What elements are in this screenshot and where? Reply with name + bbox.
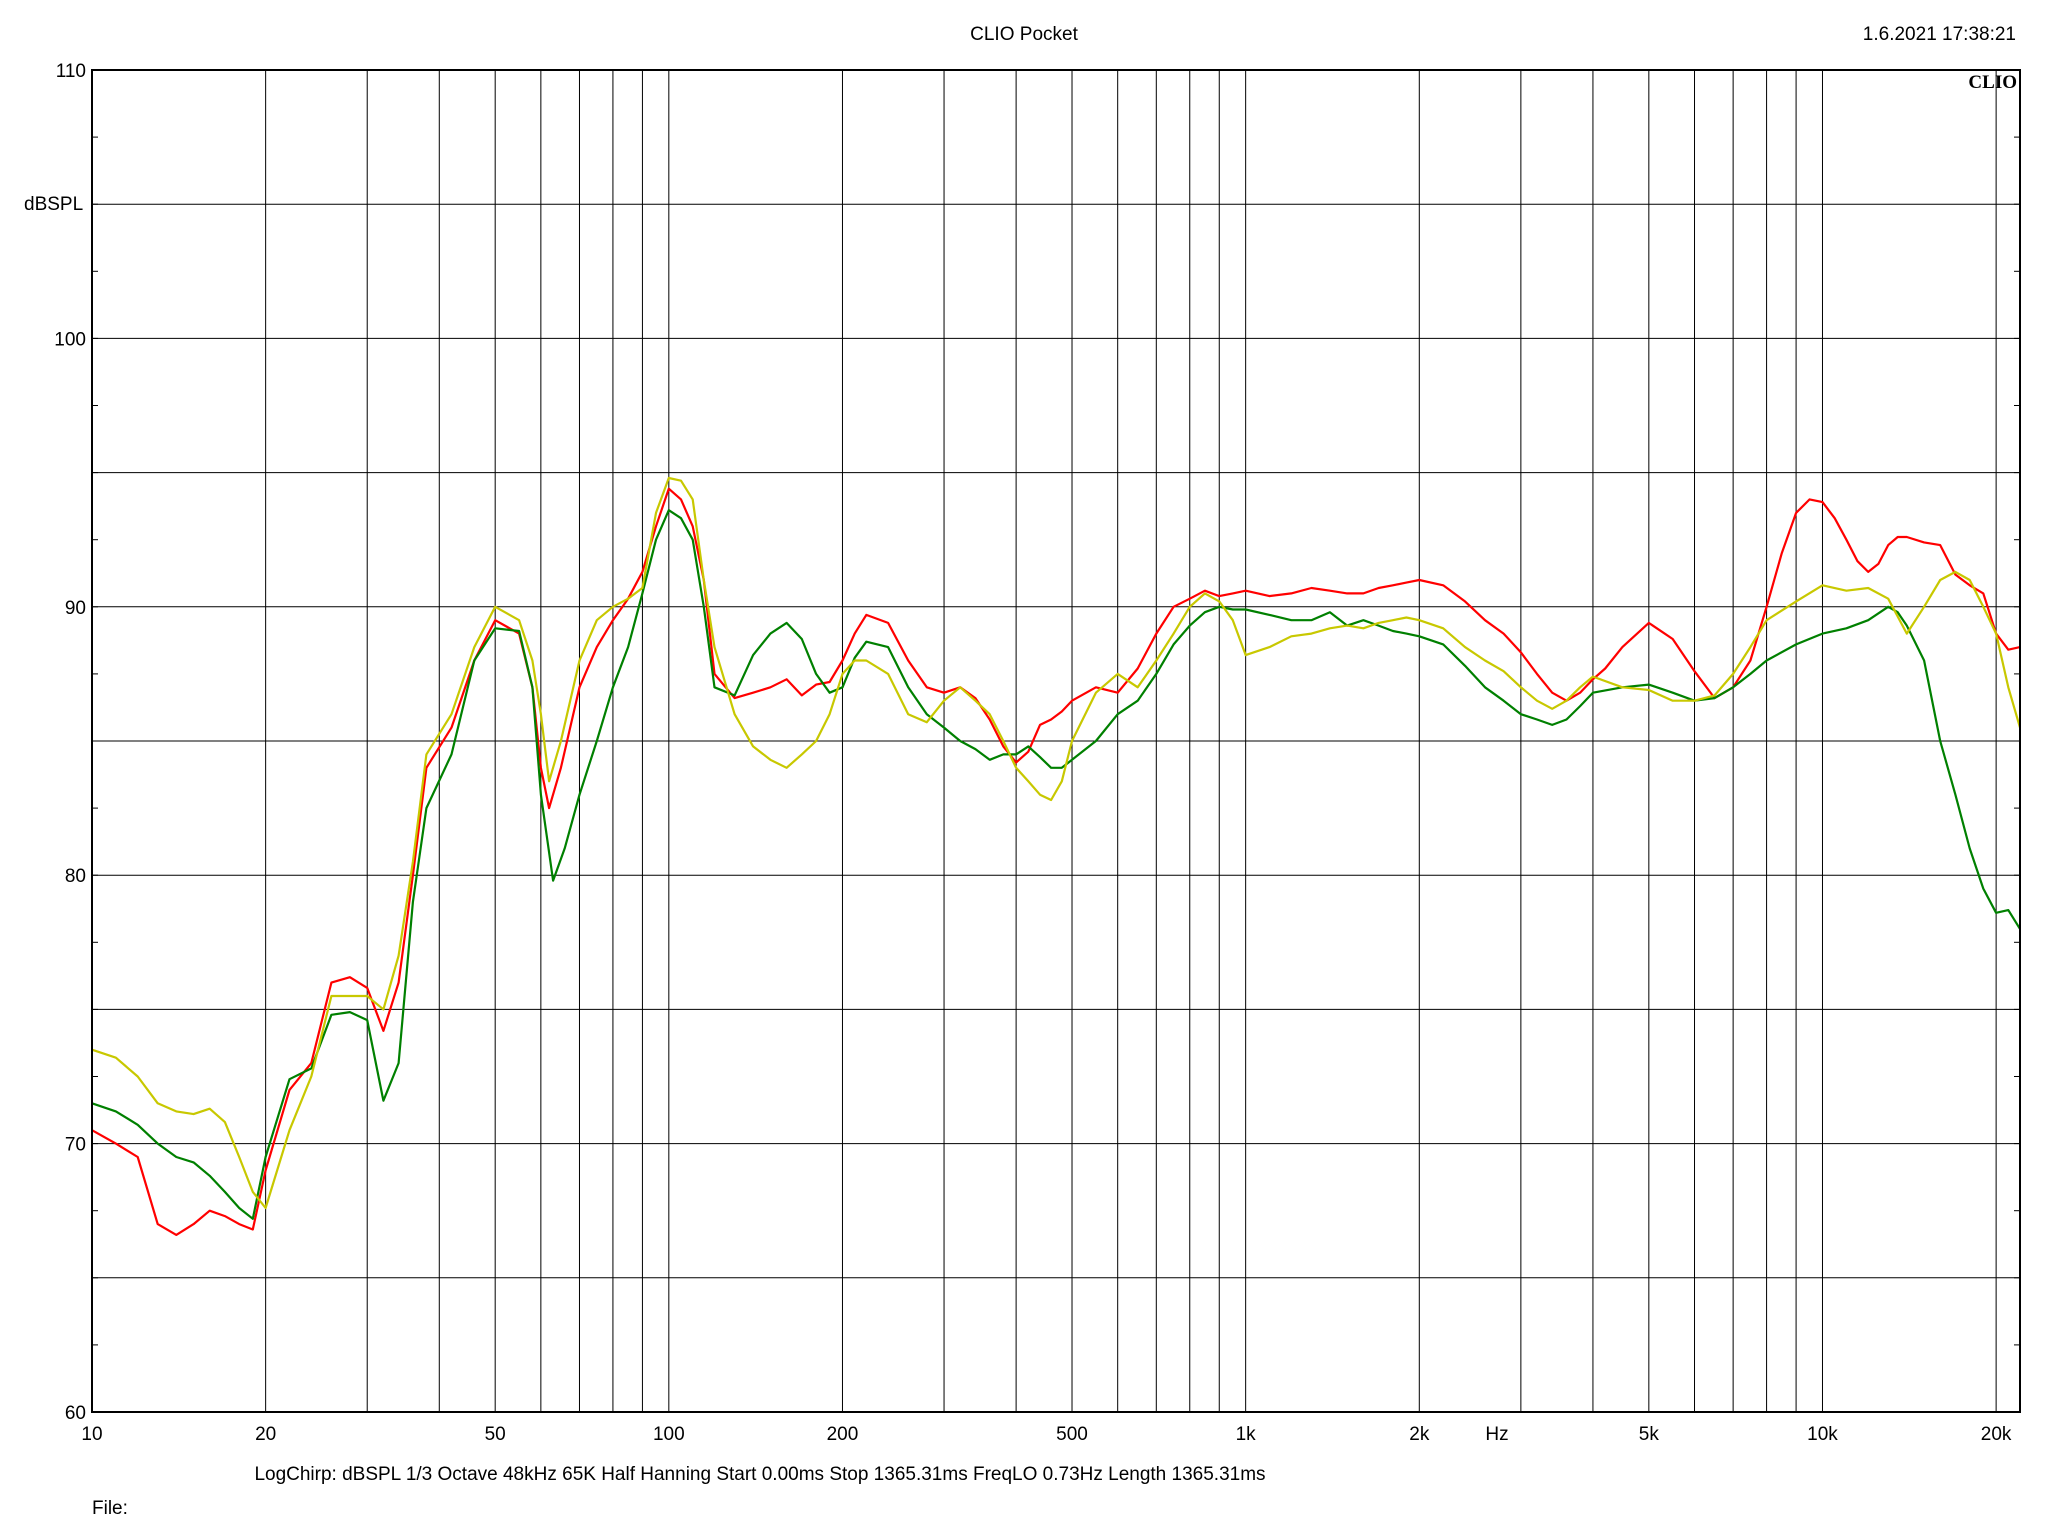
- plot-frame: [91, 69, 2021, 1413]
- file-label: File:: [92, 1498, 128, 1519]
- x-tick-label-4: 200: [827, 1424, 859, 1445]
- series-layer: [91, 476, 2022, 1236]
- x-tick-label-8: 5k: [1639, 1424, 1660, 1445]
- y-tick-label-1: 70: [65, 1135, 86, 1156]
- y-axis-unit-label: dBSPL: [24, 194, 84, 215]
- x-tick-label-3: 100: [653, 1424, 685, 1445]
- x-tick-label-0: 10: [81, 1424, 102, 1445]
- x-tick-label-5: 500: [1056, 1424, 1088, 1445]
- chart-title: CLIO Pocket: [970, 24, 1078, 45]
- y-tick-label-0: 60: [65, 1403, 86, 1424]
- x-tick-label-9: 10k: [1807, 1424, 1838, 1445]
- x-tick-label-7: 2k: [1409, 1424, 1430, 1445]
- timestamp: 1.6.2021 17:38:21: [1862, 24, 2016, 45]
- x-tick-label-1: 20: [255, 1424, 276, 1445]
- clio-logo: CLIO: [1968, 72, 2017, 93]
- x-axis-unit-label: Hz: [1485, 1424, 1508, 1445]
- series-line-2: [91, 476, 2022, 1210]
- y-tick-label-5: 110: [56, 61, 86, 82]
- grid-lines: [92, 69, 2020, 1413]
- tick-labels: 10 20 50 100 200 500 1k 2k 5k 10k 20k Hz 60 70 80 90 100…: [54, 61, 2012, 1445]
- y-tick-label-3: 90: [65, 598, 86, 619]
- measurement-parameters: LogChirp: dBSPL 1/3 Octave 48kHz 65K Hal…: [254, 1464, 1266, 1485]
- x-tick-label-6: 1k: [1236, 1424, 1257, 1445]
- y-tick-label-4: 100: [54, 329, 86, 350]
- x-tick-label-2: 50: [485, 1424, 506, 1445]
- y-tick-label-2: 80: [65, 866, 86, 887]
- x-tick-label-10: 20k: [1981, 1424, 2012, 1445]
- series-line-1: [91, 509, 2021, 1220]
- series-line-0: [91, 487, 2021, 1236]
